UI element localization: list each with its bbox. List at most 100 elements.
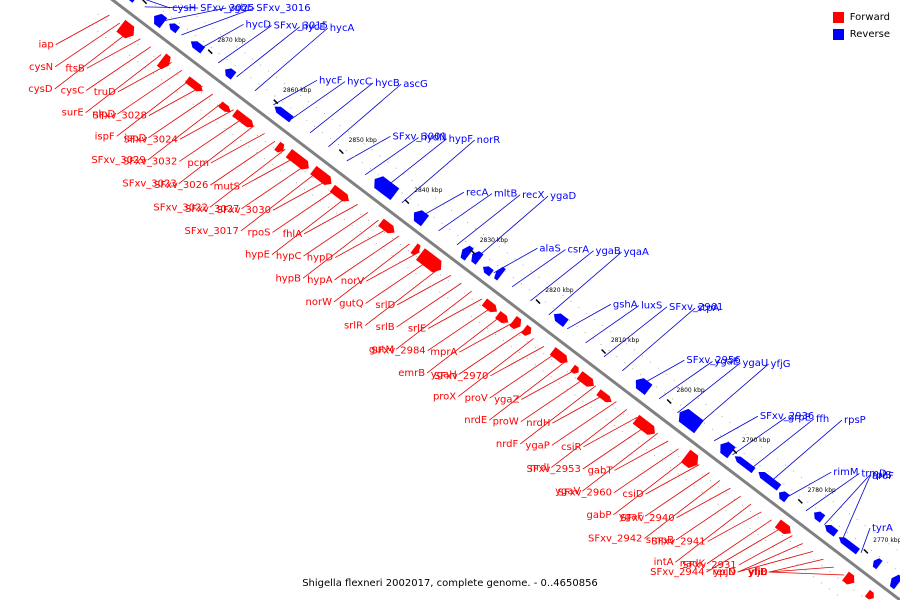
forward-gene-label-17: SFxv_3022 [153,202,207,213]
forward-gene-shape-0 [116,19,135,39]
reverse-gene-label-21: csrA [567,245,589,256]
forward-gene-label-52: SFxv_2953 [527,464,581,475]
forward-gene-label-14: SFxv_3023 [122,179,176,190]
forward-gene-4 [232,109,254,128]
reverse-gene-shape-21 [838,537,860,555]
forward-gene-label-41: proX [433,392,456,403]
forward-leader-45 [521,369,576,400]
forward-gene-label-65: SFxv_2944 [650,567,704,578]
reverse-gene-17 [758,471,782,491]
forward-gene-shape-20 [632,414,655,435]
forward-gene-label-59: SFxv_2942 [588,534,642,545]
forward-gene-label-26: hypB [275,273,301,284]
forward-gene-label-4: cysC [61,86,85,97]
forward-gene-label-71: yfiL [749,567,767,578]
reverse-leader-34 [750,418,815,470]
reverse-gene-shape-10 [483,266,494,277]
reverse-gene-shape-15 [720,441,736,459]
reverse-gene-21 [838,537,860,555]
reverse-gene-6 [374,176,400,201]
caption: Shigella flexneri 2002017, complete geno… [302,578,598,589]
forward-gene-label-69: yfjD [748,567,768,578]
forward-leader-56 [613,456,690,516]
reverse-gene-2 [169,23,180,34]
reverse-leader-2 [163,7,227,22]
forward-leader-50 [551,409,628,468]
reverse-gene-shape-2 [169,23,180,34]
legend: Forward Reverse [832,9,890,43]
reverse-gene-shape-4 [225,68,237,80]
reverse-gene-label-1: SFxv_3025 [200,3,254,14]
forward-leader-55 [613,448,679,493]
tick-mark-11 [863,548,869,554]
forward-gene-shape-24 [864,589,874,600]
forward-gene-label-46: proW [493,417,519,428]
forward-gene-label-13: SFxv_3032 [123,156,177,167]
reverse-gene-shape-5 [274,106,294,123]
forward-leader-62 [675,503,752,563]
reverse-gene-shape-3 [190,41,206,54]
forward-gene-16 [549,347,568,364]
tick-mark-1 [207,49,213,55]
forward-gene-shape-21 [680,449,699,469]
tick-mark-4 [404,199,410,205]
reverse-gene-14 [678,408,704,434]
forward-gene-shape-10 [410,243,421,256]
forward-gene-23 [842,571,855,585]
forward-leader-2 [54,30,131,90]
forward-leader-33 [397,275,452,306]
forward-gene-2 [184,76,203,92]
genome-backbone [110,0,900,600]
track-guide-3 [174,0,900,553]
forward-gene-shape-15 [521,324,532,336]
tick-mark-0 [142,0,148,5]
tick-label-2: 2860 kbp [283,87,311,94]
reverse-gene-shape-12 [553,313,569,327]
reverse-gene-11 [494,266,506,281]
forward-leader-7 [117,70,183,115]
forward-gene-14 [509,315,522,330]
reverse-gene-18 [779,491,790,503]
tick-mark-5 [469,249,475,255]
reverse-gene-5 [274,106,294,123]
forward-gene-label-51: csiR [561,442,581,453]
reverse-leader-14 [383,138,447,190]
forward-gene-label-58: ygaF [619,511,643,522]
reverse-leader-27 [622,307,696,372]
forward-gene-9 [378,218,395,234]
forward-gene-label-36: srlE [408,324,426,335]
reverse-leader-33 [732,417,787,456]
forward-leader-66 [738,535,793,566]
forward-gene-label-2: cysD [28,84,53,95]
forward-gene-label-22: rpoS [248,227,271,238]
reverse-leader-18 [456,194,521,246]
forward-leader-68 [737,550,814,573]
reverse-gene-shape-22 [872,558,883,570]
forward-leader-65 [706,527,783,573]
tick-label-9: 2790 kbp [742,437,770,444]
forward-gene-shape-19 [596,389,612,403]
forward-leader-19 [241,164,307,210]
reverse-gene-label-11: ascG [403,79,428,90]
reverse-leader-31 [695,363,769,428]
forward-gene-5 [274,141,285,153]
forward-leader-63 [707,511,762,542]
reverse-leader-38 [824,474,871,526]
forward-leader-15 [210,133,265,164]
forward-leader-38 [426,314,503,374]
reverse-leader-21 [511,249,566,288]
forward-gene-label-60: SFxv_2940 [620,513,674,524]
forward-leader-27 [334,227,390,258]
forward-gene-label-15: pcm [187,158,209,169]
forward-leader-1 [54,22,120,68]
reverse-gene-label-24: gshA [613,299,638,310]
reverse-gene-label-37: trmD [861,468,887,479]
reverse-leader-32 [713,415,759,442]
reverse-leader-24 [567,303,612,330]
reverse-leader-9 [291,81,346,120]
forward-gene-label-49: ygaP [525,440,549,451]
reverse-leader-10 [309,82,374,134]
forward-leader-64 [706,519,772,564]
reverse-gene-shape-6 [374,176,400,201]
